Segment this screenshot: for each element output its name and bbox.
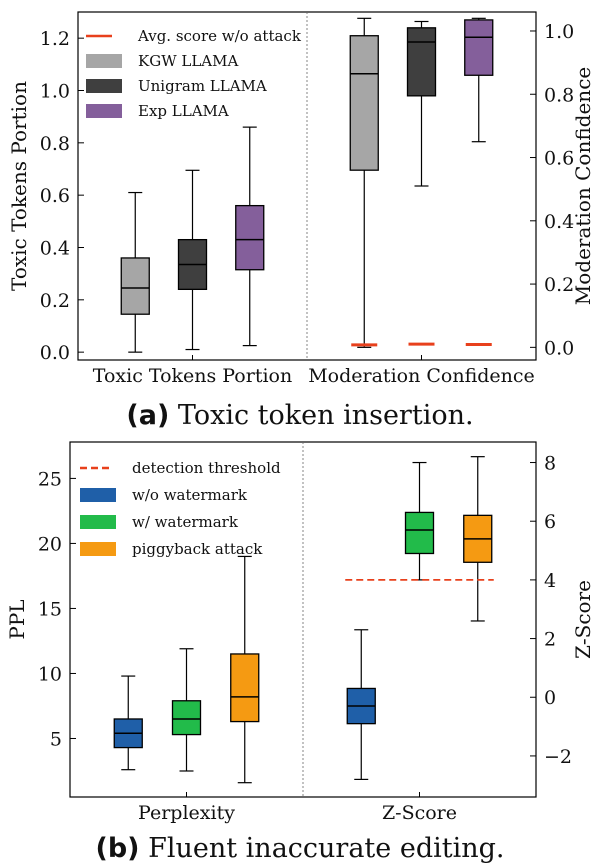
box-iqr bbox=[349, 35, 379, 171]
legend-label: detection threshold bbox=[132, 459, 281, 477]
ytick-label-right: 0.8 bbox=[544, 84, 574, 106]
box-iqr bbox=[464, 19, 494, 76]
ytick-label-right: 0.2 bbox=[544, 274, 574, 296]
legend-swatch bbox=[86, 54, 122, 68]
ytick-label-right: 0 bbox=[544, 687, 556, 709]
box-iqr bbox=[404, 511, 435, 555]
box-iqr bbox=[235, 204, 265, 271]
legend-item: Unigram LLAMA bbox=[86, 77, 267, 95]
ylabel-right: Z-Score bbox=[571, 580, 595, 659]
ytick-label-left: 20 bbox=[38, 533, 62, 555]
caption-a-label: (a) bbox=[126, 400, 169, 431]
legend-item: piggyback attack bbox=[80, 540, 263, 558]
legend-item: Avg. score w/o attack bbox=[86, 27, 302, 45]
box-kgw-llama bbox=[120, 191, 150, 353]
legend-label: Unigram LLAMA bbox=[138, 77, 267, 95]
legend-swatch bbox=[80, 515, 116, 529]
box-piggyback-attack bbox=[463, 456, 493, 622]
box-exp-llama bbox=[235, 126, 265, 347]
box-kgw-llama bbox=[349, 17, 379, 348]
legend-item: Exp LLAMA bbox=[86, 102, 229, 120]
legend-label: Avg. score w/o attack bbox=[137, 27, 302, 45]
legend-swatch bbox=[80, 542, 116, 556]
ytick-label-left: 0.6 bbox=[40, 185, 70, 207]
panel-b: 5 10 15 20 25 −2 0 2 4 6 8 PPL Z-Score Perplexity Z-Sc… bbox=[5, 441, 595, 824]
box-iqr bbox=[406, 27, 437, 97]
ytick-label-left: 10 bbox=[38, 663, 62, 685]
legend-item: detection threshold bbox=[80, 459, 281, 477]
ytick-label-right: 0.6 bbox=[544, 148, 574, 170]
box-w-o-watermark bbox=[346, 629, 376, 780]
ytick-label-right: 1.0 bbox=[544, 21, 574, 43]
legend-label: w/o watermark bbox=[132, 486, 248, 504]
caption-a-text: Toxic token insertion. bbox=[178, 400, 474, 431]
xtick-label: Moderation Confidence bbox=[308, 365, 535, 387]
caption-b-text: Fluent inaccurate editing. bbox=[148, 833, 504, 863]
ylabel-left: Toxic Tokens Portion bbox=[7, 81, 31, 291]
xtick-label: Z-Score bbox=[382, 802, 457, 824]
legend-label: Exp LLAMA bbox=[138, 102, 229, 120]
caption-b-label: (b) bbox=[96, 833, 140, 863]
box-piggyback-attack bbox=[230, 555, 260, 784]
box-unigram-llama bbox=[406, 20, 437, 187]
ylabel-left: PPL bbox=[5, 599, 29, 639]
ytick-label-right: 8 bbox=[544, 453, 556, 475]
xtick-label: Perplexity bbox=[138, 802, 235, 824]
box-unigram-llama bbox=[177, 169, 208, 351]
ytick-label-left: 25 bbox=[38, 468, 62, 490]
legend-label: piggyback attack bbox=[132, 540, 263, 558]
ytick-label-left: 15 bbox=[38, 598, 62, 620]
legend-item: KGW LLAMA bbox=[86, 52, 238, 70]
ytick-label-left: 5 bbox=[50, 728, 62, 750]
legend-swatch bbox=[86, 79, 122, 93]
box-w-watermark bbox=[404, 461, 435, 581]
ytick-label-left: 0.4 bbox=[40, 237, 70, 259]
legend-item: w/ watermark bbox=[80, 513, 239, 531]
caption-a: (a) Toxic token insertion. bbox=[126, 400, 473, 431]
box-w-o-watermark bbox=[113, 675, 143, 771]
ytick-label-right: 0.4 bbox=[544, 211, 574, 233]
legend-label: w/ watermark bbox=[132, 513, 239, 531]
box-w-watermark bbox=[171, 648, 202, 772]
ytick-label-left: 1.2 bbox=[40, 28, 70, 50]
ylabel-right: Moderation Confidence bbox=[571, 67, 595, 305]
ytick-label-right: 6 bbox=[544, 511, 556, 533]
ytick-label-right: 2 bbox=[544, 629, 556, 651]
legend-item: w/o watermark bbox=[80, 486, 248, 504]
xtick-label: Toxic Tokens Portion bbox=[93, 365, 292, 387]
legend-swatch bbox=[80, 488, 116, 502]
legend-label: KGW LLAMA bbox=[138, 52, 238, 70]
box-iqr bbox=[120, 257, 150, 315]
ytick-label-left: 0.2 bbox=[40, 290, 70, 312]
ytick-label-right: −2 bbox=[544, 746, 572, 768]
box-iqr bbox=[171, 700, 202, 736]
ytick-label-left: 0.8 bbox=[40, 133, 70, 155]
ytick-label-left: 0.0 bbox=[40, 342, 70, 364]
box-exp-llama bbox=[464, 17, 494, 143]
legend-swatch bbox=[86, 104, 122, 118]
panel-a: 0.0 0.2 0.4 0.6 0.8 1.0 1.2 0.0 0.2 0.4 0.6 0.8 1.0 T… bbox=[7, 11, 595, 387]
box-iqr bbox=[230, 653, 260, 723]
ytick-label-right: 4 bbox=[544, 570, 556, 592]
ytick-label-left: 1.0 bbox=[40, 80, 70, 102]
caption-b: (b) Fluent inaccurate editing. bbox=[96, 833, 505, 863]
ytick-label-right: 0.0 bbox=[544, 337, 574, 359]
